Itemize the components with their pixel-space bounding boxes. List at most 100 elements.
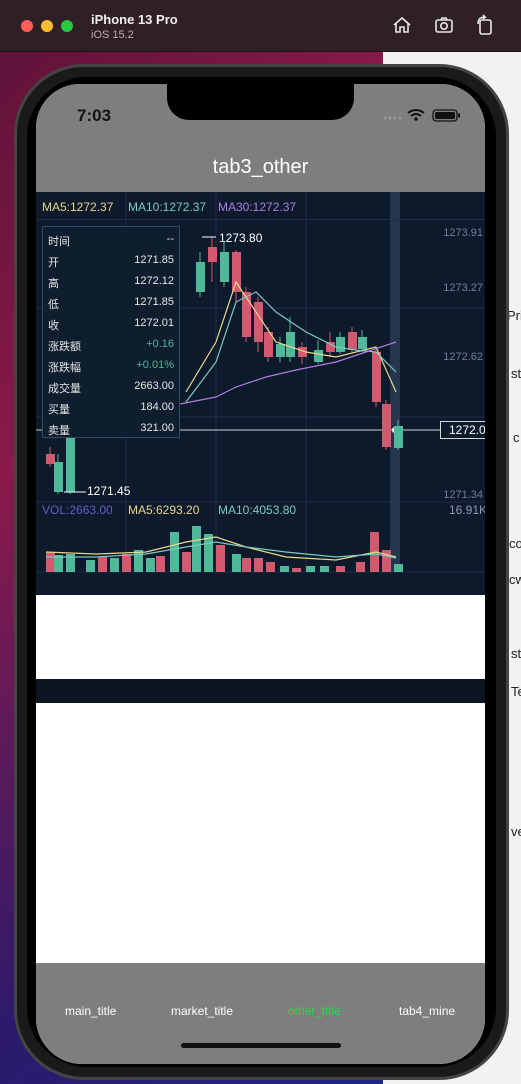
candle-body — [276, 344, 285, 357]
volume-bar — [320, 566, 329, 572]
tab-main[interactable]: main_title — [65, 1004, 117, 1018]
candle-body — [286, 332, 295, 357]
volume-bar — [266, 562, 275, 572]
tooltip-row: 涨跌额 +0.16 — [48, 334, 174, 355]
candle-body — [264, 332, 273, 357]
status-icons — [383, 108, 463, 129]
page-title: tab3_other — [212, 156, 309, 178]
volume-bar — [192, 526, 201, 572]
tab-other[interactable]: other_title — [288, 1004, 341, 1018]
ma5-label: MA5:1272.37 — [42, 200, 114, 214]
volume-bar — [182, 552, 191, 572]
tooltip-value: +0.01% — [136, 359, 174, 371]
volume-bar — [170, 532, 179, 572]
candle-body — [232, 252, 241, 292]
background-text: ve — [511, 824, 521, 839]
volume-bar — [356, 562, 365, 572]
volume-bar — [242, 558, 251, 572]
volume-bar — [86, 560, 95, 572]
close-window-button[interactable] — [21, 20, 33, 32]
current-price-flag: 1272.01 — [440, 421, 485, 439]
zoom-window-button[interactable] — [61, 20, 73, 32]
tooltip-value: 1272.01 — [134, 317, 174, 329]
tooltip-row: 开 1271.85 — [48, 250, 174, 271]
vol-label: VOL:2663.00 — [42, 503, 113, 517]
price-tick: 1272.62 — [443, 351, 483, 363]
status-bar: 7:03 — [36, 84, 485, 144]
tooltip-value: 2663.00 — [134, 380, 174, 392]
volume-bar — [306, 566, 315, 572]
wifi-icon — [407, 109, 425, 121]
rotate-icon[interactable] — [474, 14, 496, 36]
tooltip-value: 1271.85 — [134, 254, 174, 266]
tooltip-key: 成交量 — [48, 383, 81, 395]
candle-body — [208, 247, 217, 262]
tooltip-row: 成交量 2663.00 — [48, 376, 174, 397]
volume-bar — [54, 555, 63, 572]
tooltip-row: 高 1272.12 — [48, 271, 174, 292]
candle-body — [54, 462, 63, 492]
volume-bar — [336, 566, 345, 572]
chart-canvas — [36, 192, 485, 573]
volume-bar — [394, 564, 403, 572]
background-text: Pri — [507, 308, 521, 323]
nav-bar — [36, 144, 485, 192]
candle-body — [254, 302, 263, 342]
ma-indicator-bar: MA5:1272.37 MA10:1272.37 MA30:1272.37 — [36, 192, 485, 220]
tooltip-key: 卖量 — [48, 425, 70, 437]
volume-bar — [232, 554, 241, 572]
volume-bar — [382, 550, 391, 572]
tab-market[interactable]: market_title — [171, 1004, 234, 1018]
tooltip-key: 高 — [48, 278, 59, 290]
background-text: Te — [511, 684, 521, 699]
tooltip-key: 涨跌额 — [48, 341, 81, 353]
ma5-line — [185, 280, 397, 393]
tooltip-value: 184.00 — [140, 401, 174, 413]
vol-ma5-label: MA5:6293.20 — [128, 503, 200, 517]
crosshair-band — [390, 192, 400, 572]
candle-body — [298, 347, 307, 357]
volume-bar — [216, 545, 225, 572]
ma30-label: MA30:1272.37 — [218, 200, 297, 214]
tooltip-row: 收 1272.01 — [48, 313, 174, 334]
tooltip-row: 涨跌幅 +0.01% — [48, 355, 174, 376]
candle-body — [196, 262, 205, 292]
candle-body — [46, 454, 55, 464]
candle-body — [336, 337, 345, 352]
tooltip-value: 1272.12 — [134, 275, 174, 287]
background-text: c — [513, 430, 520, 445]
volume-bar — [98, 557, 107, 572]
background-text: st — [511, 366, 521, 381]
price-tick: 1271.34 — [443, 489, 483, 501]
volume-bar — [66, 554, 75, 572]
volume-bar — [280, 566, 289, 572]
candle-body — [372, 352, 381, 402]
kline-chart[interactable]: MA5:1272.37 MA10:1272.37 MA30:1272.37 12… — [36, 192, 485, 703]
tooltip-key: 时间 — [48, 236, 70, 248]
screenshot-icon[interactable] — [433, 14, 455, 36]
minimize-window-button[interactable] — [41, 20, 53, 32]
volume-bar — [292, 568, 301, 572]
background-text: cw — [509, 572, 521, 587]
volume-bar — [146, 558, 155, 572]
volume-bar — [134, 550, 143, 572]
candle-body — [348, 332, 357, 350]
volume-bar — [204, 534, 213, 572]
tooltip-row: 低 1271.85 — [48, 292, 174, 313]
background-text: st — [511, 646, 521, 661]
tab-mine[interactable]: tab4_mine — [399, 1004, 456, 1018]
candle-body — [358, 337, 367, 349]
vol-max-label: 16.91K — [449, 503, 485, 517]
home-icon[interactable] — [391, 14, 413, 36]
tooltip-key: 涨跌幅 — [48, 362, 81, 374]
ma10-line — [185, 291, 397, 403]
chart-footer — [36, 679, 485, 703]
vol-ma10-line — [46, 541, 397, 559]
candle-body — [326, 342, 335, 352]
tooltip-value: +0.16 — [146, 338, 174, 350]
volume-bar — [46, 552, 55, 572]
candle-tooltip: 时间 -- 开 1271.85 高 1272.12 低 1271.85 收 1272.01 涨跌额 +… — [42, 226, 180, 438]
tooltip-key: 收 — [48, 320, 59, 332]
signal-icon — [383, 116, 402, 120]
tooltip-value: 1271.85 — [134, 296, 174, 308]
